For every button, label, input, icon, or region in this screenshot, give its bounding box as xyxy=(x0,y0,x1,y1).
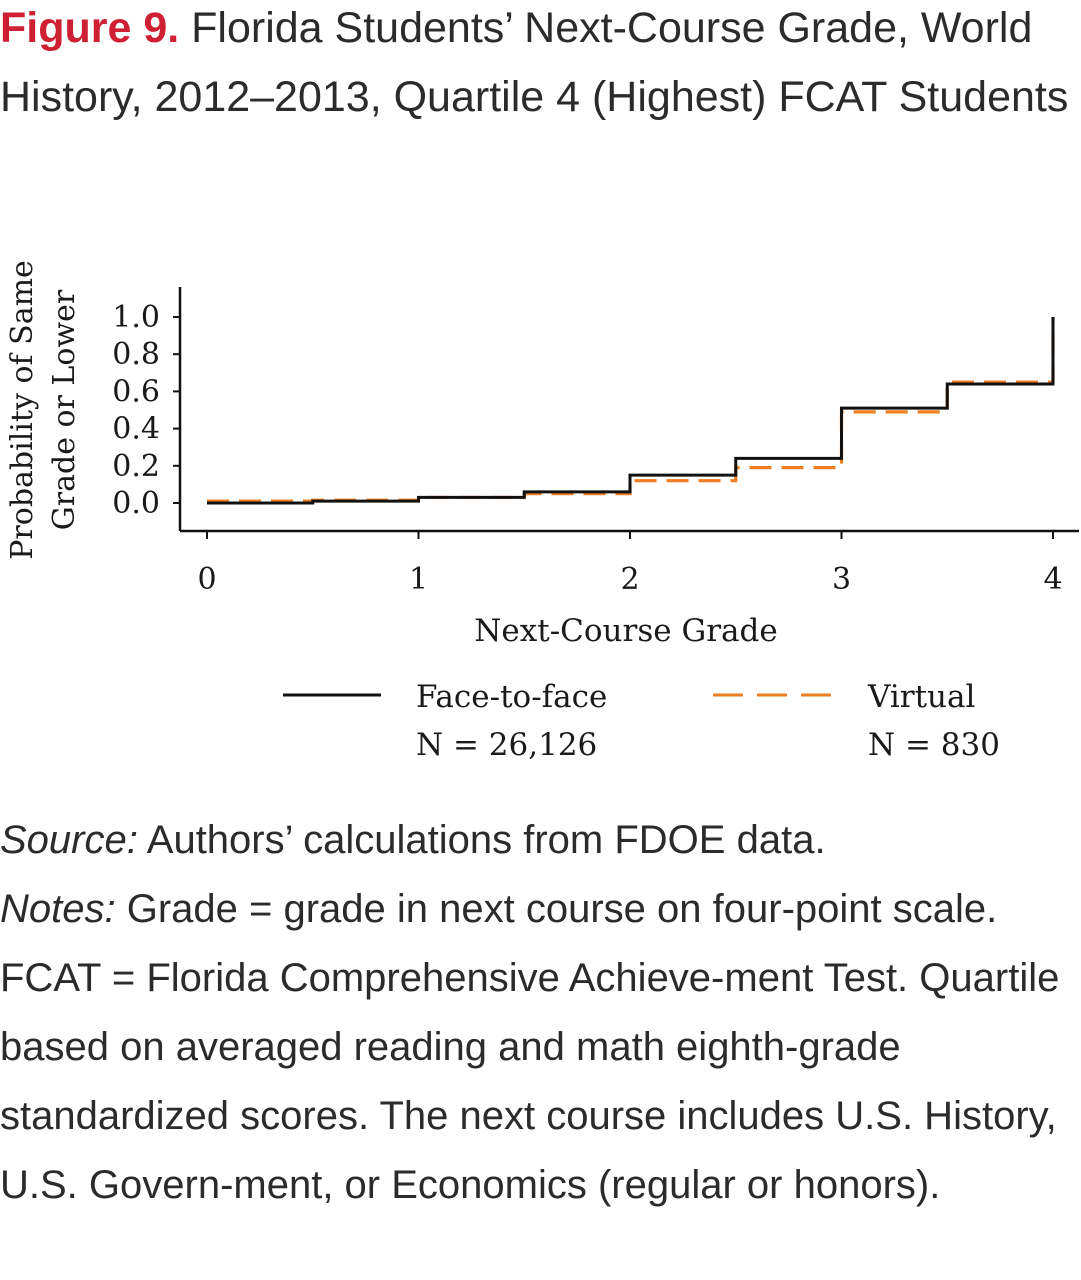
y-tick-label: 0.8 xyxy=(112,337,160,372)
notes-label: Notes: xyxy=(0,887,116,931)
source-text: Authors’ calculations from FDOE data. xyxy=(137,818,826,862)
series-face-to-face-line xyxy=(207,317,1055,505)
legend: Face-to-face N = 26,126 Virtual N = 830 xyxy=(283,679,1000,763)
x-tick-label: 1 xyxy=(409,562,428,597)
y-tick-label: 1.0 xyxy=(112,300,160,335)
axes: 0.00.20.40.60.81.0 0 1 2 3 4 Next-Course Grade… xyxy=(5,260,1079,649)
figure-title: Figure 9. Florida Students’ Next-Course … xyxy=(0,0,1081,132)
x-tick-label: 2 xyxy=(620,562,639,597)
source-label: Source: xyxy=(0,818,138,862)
legend-label-face-to-face: Face-to-face xyxy=(416,679,607,715)
figure-title-text: Florida Students’ Next-Course Grade, Wor… xyxy=(0,4,1069,121)
figure-label: Figure 9. xyxy=(0,4,180,52)
legend-n-virtual: N = 830 xyxy=(868,727,1000,763)
y-tick-label: 0.2 xyxy=(112,449,160,484)
y-tick-label: 0.0 xyxy=(112,486,160,521)
y-tick-label: 0.4 xyxy=(112,412,160,447)
legend-label-virtual: Virtual xyxy=(867,679,975,715)
source-line: Source: Authors’ calculations from FDOE … xyxy=(0,806,1081,875)
y-tick-label: 0.6 xyxy=(112,374,160,409)
step-chart: 0.00.20.40.60.81.0 0 1 2 3 4 Next-Course Grade… xyxy=(5,260,1079,763)
x-tick-label: 0 xyxy=(197,562,216,597)
y-axis-title: Probability of Same Grade or Lower xyxy=(5,260,82,560)
plot-area xyxy=(207,317,1055,505)
y-axis-title-line: Probability of Same xyxy=(5,260,40,560)
legend-n-face-to-face: N = 26,126 xyxy=(416,727,597,763)
notes-text: Grade = grade in next course on four-poi… xyxy=(0,887,1060,1207)
y-axis-title-line: Grade or Lower xyxy=(47,289,82,530)
x-axis-title: Next-Course Grade xyxy=(474,613,777,649)
figure-notes: Source: Authors’ calculations from FDOE … xyxy=(0,806,1081,1220)
notes-paragraph: Notes: Grade = grade in next course on f… xyxy=(0,875,1081,1220)
x-tick-label: 3 xyxy=(832,562,851,597)
x-tick-label: 4 xyxy=(1043,562,1062,597)
